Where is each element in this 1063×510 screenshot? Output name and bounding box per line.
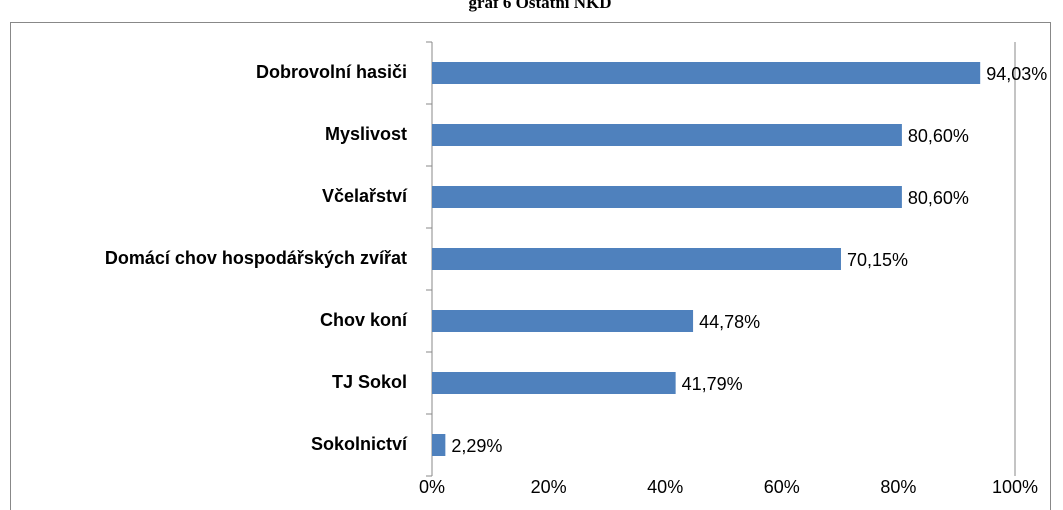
- x-tick-label: 20%: [531, 477, 567, 497]
- bar: [432, 434, 446, 456]
- category-label: TJ Sokol: [332, 372, 407, 392]
- category-label: Včelařství: [322, 186, 408, 206]
- bar: [432, 372, 676, 394]
- category-label: Sokolnictví: [311, 434, 408, 454]
- bar: [432, 310, 694, 332]
- value-label: 70,15%: [847, 250, 908, 270]
- value-label: 2,29%: [451, 436, 502, 456]
- bar: [432, 248, 841, 270]
- x-tick-label: 0%: [419, 477, 445, 497]
- bar: [432, 62, 981, 84]
- x-tick-label: 40%: [647, 477, 683, 497]
- category-label: Chov koní: [320, 310, 408, 330]
- category-label: Dobrovolní hasiči: [256, 62, 407, 82]
- category-label: Myslivost: [325, 124, 407, 144]
- x-tick-label: 60%: [764, 477, 800, 497]
- chart-frame: [10, 22, 1051, 510]
- value-label: 94,03%: [986, 64, 1047, 84]
- chart-title: graf 6 Ostatní NKD: [468, 0, 611, 12]
- x-tick-label: 80%: [880, 477, 916, 497]
- category-label: Domácí chov hospodářských zvířat: [105, 248, 407, 268]
- bar: [432, 124, 902, 146]
- x-tick-label: 100%: [992, 477, 1038, 497]
- value-label: 44,78%: [699, 312, 760, 332]
- bar: [432, 186, 902, 208]
- value-label: 80,60%: [908, 188, 969, 208]
- value-label: 80,60%: [908, 126, 969, 146]
- value-label: 41,79%: [682, 374, 743, 394]
